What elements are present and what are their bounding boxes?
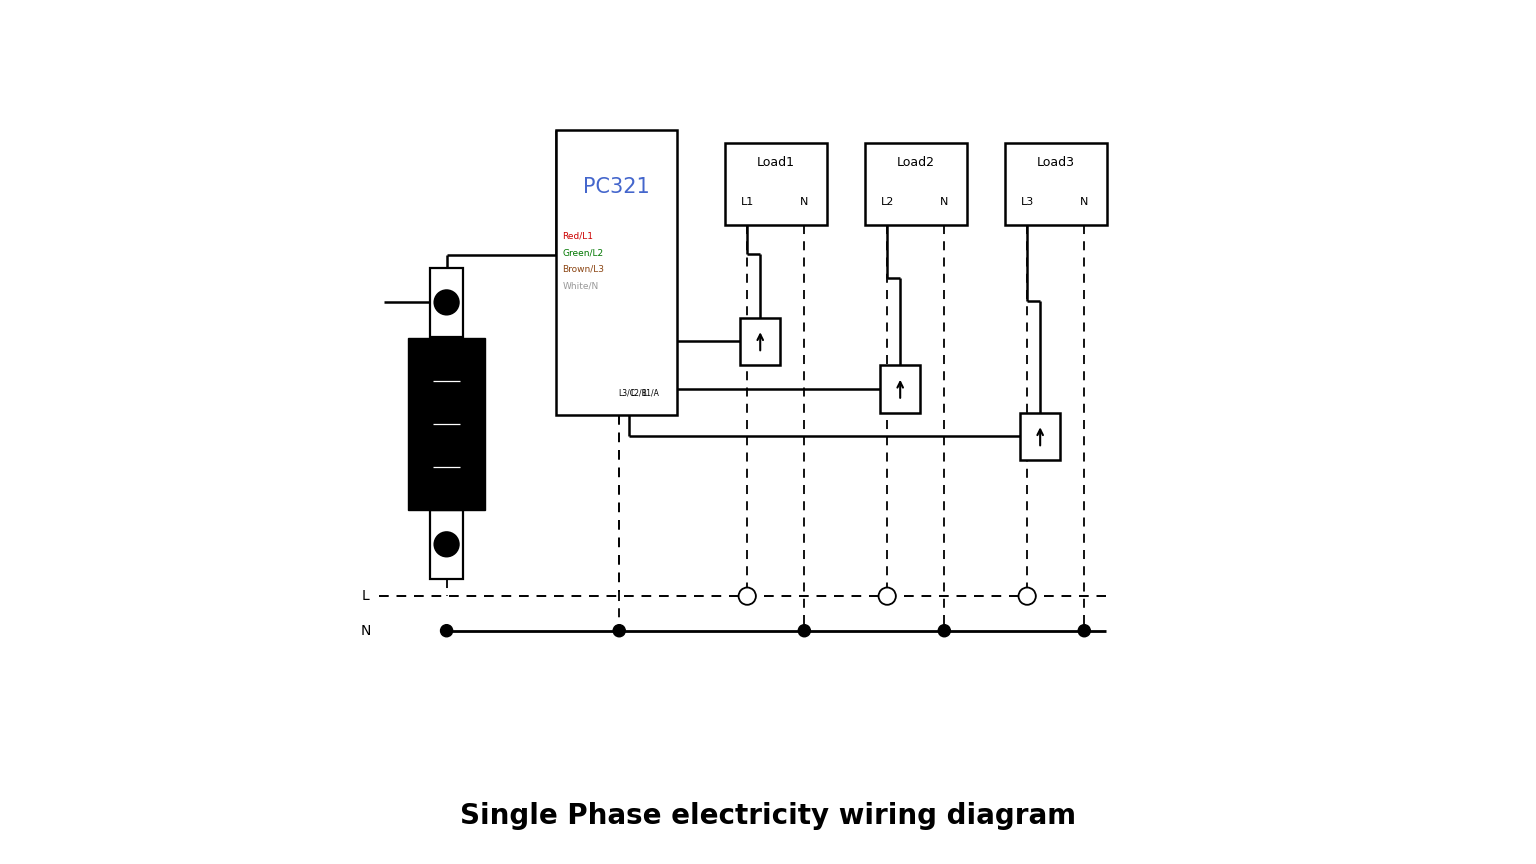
- Circle shape: [435, 532, 459, 556]
- Text: Load3: Load3: [1037, 156, 1075, 168]
- Text: L2/B: L2/B: [630, 389, 647, 397]
- Text: L2: L2: [880, 198, 894, 207]
- Bar: [430, 510, 462, 579]
- Text: N: N: [359, 624, 370, 638]
- Text: PC321: PC321: [584, 176, 650, 197]
- Circle shape: [879, 588, 895, 605]
- Circle shape: [739, 588, 756, 605]
- Circle shape: [938, 625, 951, 637]
- Bar: [1020, 413, 1060, 461]
- Bar: [865, 143, 966, 225]
- Bar: [430, 338, 462, 510]
- Text: L1: L1: [740, 198, 754, 207]
- Text: Load1: Load1: [757, 156, 794, 168]
- Circle shape: [799, 625, 811, 637]
- Text: N: N: [940, 198, 948, 207]
- Circle shape: [441, 625, 453, 637]
- Text: Load2: Load2: [897, 156, 935, 168]
- Bar: [1005, 143, 1106, 225]
- Text: L1/A: L1/A: [642, 389, 659, 397]
- Text: L: L: [361, 589, 369, 603]
- Text: Single Phase electricity wiring diagram: Single Phase electricity wiring diagram: [459, 803, 1077, 830]
- Text: White/N: White/N: [562, 281, 599, 290]
- Bar: [740, 318, 780, 365]
- Bar: [407, 338, 485, 510]
- Circle shape: [1018, 588, 1035, 605]
- Text: N: N: [1080, 198, 1089, 207]
- Text: Green/L2: Green/L2: [562, 248, 604, 257]
- Circle shape: [613, 625, 625, 637]
- Text: Red/L1: Red/L1: [562, 232, 593, 241]
- Circle shape: [435, 290, 459, 314]
- Text: Brown/L3: Brown/L3: [562, 264, 604, 274]
- Text: N: N: [800, 198, 808, 207]
- Bar: [556, 130, 677, 415]
- Text: L3/C: L3/C: [617, 389, 634, 397]
- Text: L3: L3: [1020, 198, 1034, 207]
- Bar: [430, 268, 462, 337]
- Bar: [725, 143, 826, 225]
- Bar: [880, 365, 920, 412]
- Circle shape: [1078, 625, 1091, 637]
